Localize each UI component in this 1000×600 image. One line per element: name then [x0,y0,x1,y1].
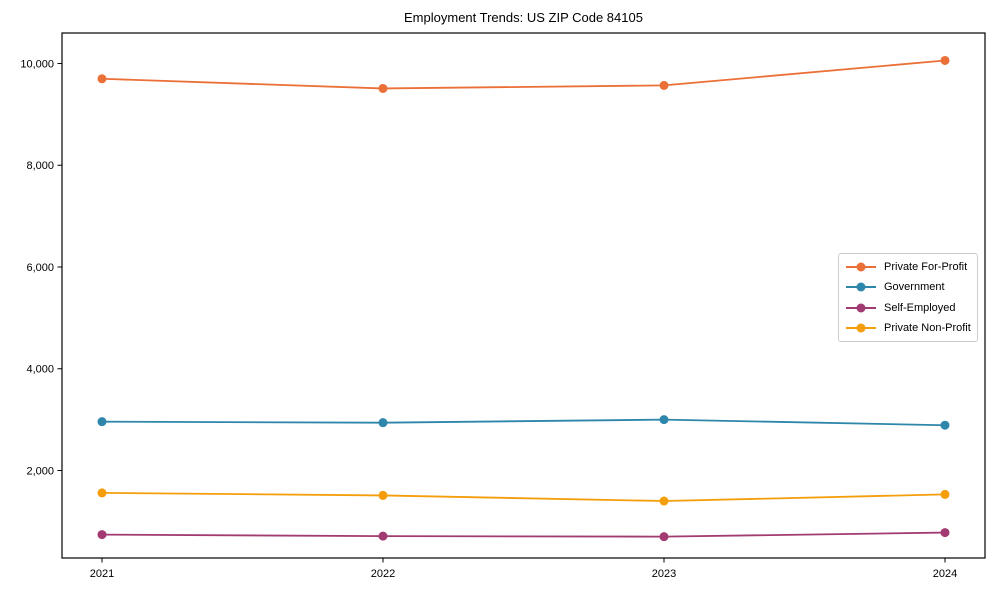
legend-line-marker-icon [846,262,876,272]
legend-item-private-non-profit: Private Non-Profit [846,321,971,334]
plot-frame [61,32,986,559]
x-axis-tick-label: 2023 [652,568,676,580]
data-point-private-non-profit [659,496,669,506]
series-line-private-for-profit [101,59,946,90]
x-axis-tick-label: 2022 [371,568,395,580]
legend-label: Private For-Profit [884,261,968,274]
y-axis-tick-label: 10,000 [20,58,54,70]
series-line-government [101,418,946,427]
y-axis-tick-label: 6,000 [26,262,54,274]
legend-label: Self-Employed [884,301,956,314]
series-line-private-non-profit [101,491,946,502]
y-axis-tick-label: 4,000 [26,364,54,376]
legend-line-marker-icon [846,282,876,292]
data-point-private-for-profit [659,80,669,90]
y-axis-tick-label: 2,000 [26,465,54,477]
legend-line-marker-icon [846,323,876,333]
data-point-self-employed [97,530,107,540]
data-point-government [97,417,107,427]
data-point-private-non-profit [940,489,950,499]
data-point-private-for-profit [97,74,107,84]
legend-dot-icon [856,282,866,292]
data-point-government [940,420,950,430]
legend: Private For-Profit Government Self-Employe… [838,253,978,342]
legend-dot-icon [856,323,866,333]
y-axis-tick-label: 8,000 [26,160,54,172]
legend-label: Private Non-Profit [884,321,971,334]
legend-item-government: Government [846,281,970,293]
legend-line-marker-icon [846,303,876,313]
legend-dot-icon [856,262,866,272]
data-point-private-non-profit [97,488,107,498]
data-point-private-non-profit [378,490,388,500]
data-point-government [378,418,388,428]
data-point-self-employed [659,532,669,542]
series-line-self-employed [101,531,946,538]
data-point-government [659,415,669,425]
data-point-self-employed [940,528,950,538]
legend-label: Government [884,281,945,294]
legend-dot-icon [856,303,866,313]
chart-title: Employment Trends: US ZIP Code 84105 [404,10,643,25]
data-point-private-for-profit [940,55,950,65]
x-axis-tick-label: 2024 [933,568,957,580]
x-axis-tick-label: 2021 [90,568,114,580]
data-point-private-for-profit [378,83,388,93]
legend-item-self-employed: Self-Employed [846,302,970,314]
data-point-self-employed [378,531,388,541]
legend-item-private-for-profit: Private For-Profit [846,261,970,273]
